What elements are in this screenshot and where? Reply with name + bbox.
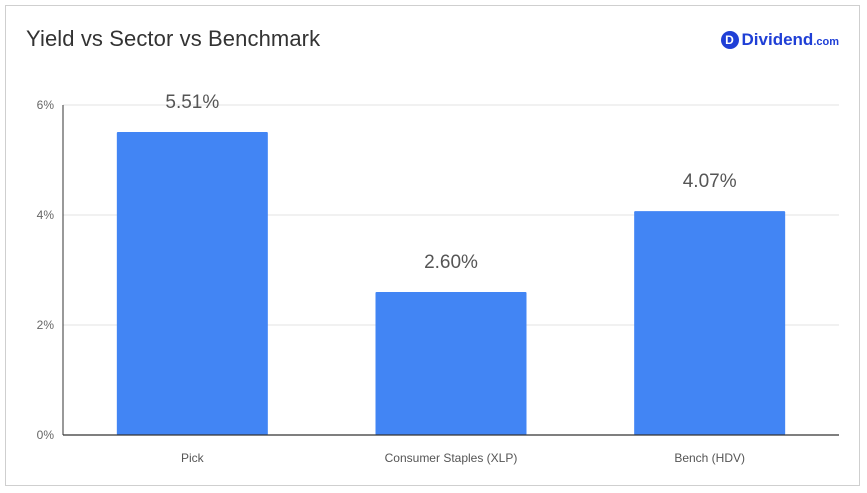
bar [116,131,268,435]
bar [634,211,786,435]
y-tick-label: 0% [37,428,55,442]
dividend-logo-icon: D [720,31,739,49]
y-tick-label: 4% [37,208,55,222]
data-label: 2.60% [424,252,478,273]
y-tick-label: 2% [37,318,55,332]
brand-logo[interactable]: D Dividend .com [720,30,839,50]
brand-tld: .com [813,36,839,48]
x-tick-label: Bench (HDV) [674,451,745,465]
chart-title: Yield vs Sector vs Benchmark [26,26,321,51]
brand-name: Dividend [741,30,814,49]
data-label: 5.51% [165,92,219,113]
y-tick-label: 6% [37,98,55,112]
x-tick-label: Pick [181,451,205,465]
bar [375,292,527,435]
x-tick-label: Consumer Staples (XLP) [385,451,518,465]
data-label: 4.07% [683,171,737,192]
